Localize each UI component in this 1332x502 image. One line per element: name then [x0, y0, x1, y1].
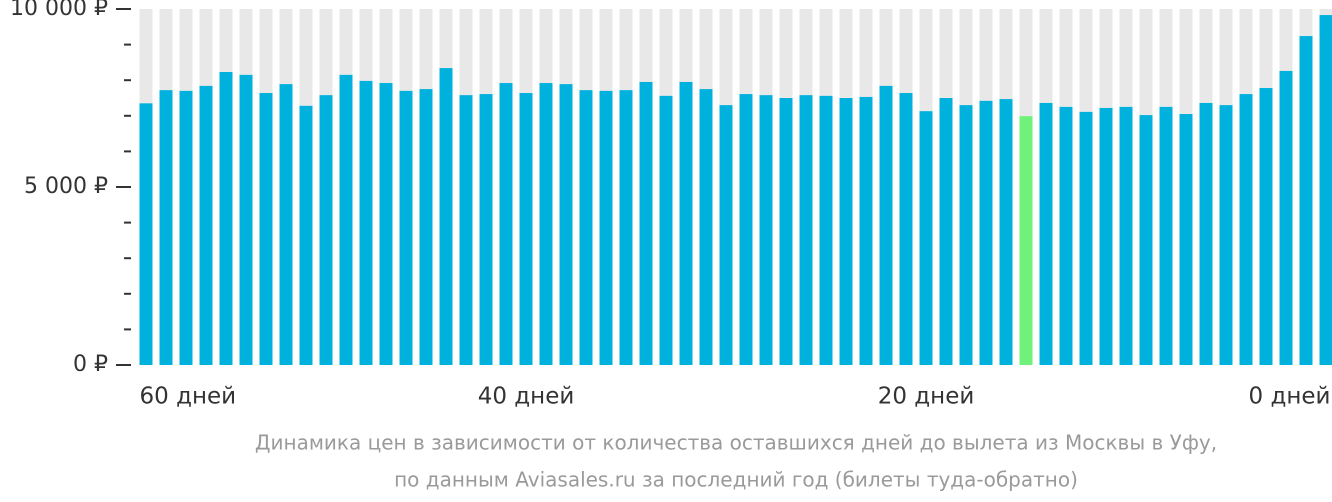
bar — [819, 95, 833, 365]
bar — [219, 72, 233, 366]
bar — [1319, 15, 1332, 365]
bar — [959, 105, 973, 366]
bar — [339, 74, 353, 366]
bar — [619, 90, 633, 365]
bar — [839, 98, 853, 365]
x-tick-label: 40 дней — [478, 384, 575, 410]
bar — [399, 90, 413, 365]
bar — [939, 98, 953, 365]
bar — [419, 89, 433, 365]
bar — [1279, 70, 1293, 365]
caption: по данным Aviasales.ru за последний год … — [394, 468, 1078, 492]
bar — [579, 90, 593, 365]
bar — [639, 81, 653, 365]
bar — [1159, 106, 1173, 366]
x-tick-label: 0 дней — [1249, 384, 1331, 410]
bar — [179, 90, 193, 365]
bar — [199, 85, 213, 366]
bar — [1099, 107, 1113, 365]
bar — [1139, 115, 1153, 365]
x-tick-label: 60 дней — [140, 384, 237, 410]
bar — [739, 94, 753, 366]
y-tick-label: 0 ₽ — [73, 352, 108, 377]
bar — [259, 93, 273, 366]
bar — [1079, 111, 1093, 365]
bar — [1259, 88, 1273, 366]
bar — [799, 95, 813, 365]
bar — [899, 93, 913, 366]
bar — [979, 100, 993, 366]
x-tick-label: 20 дней — [878, 384, 975, 410]
bar — [1119, 106, 1133, 366]
bar — [1199, 102, 1213, 365]
bar — [1299, 36, 1313, 365]
bar — [499, 83, 513, 365]
bar — [919, 111, 933, 365]
bar — [359, 80, 373, 366]
bar — [239, 74, 253, 366]
bar — [999, 99, 1013, 366]
bar — [159, 90, 173, 365]
caption: Динамика цен в зависимости от количества… — [255, 431, 1217, 455]
bar — [759, 95, 773, 365]
bar — [1059, 106, 1073, 366]
bar — [299, 105, 313, 365]
bar — [1019, 116, 1033, 365]
bar — [539, 83, 553, 365]
bar — [439, 68, 453, 365]
bar — [1219, 105, 1233, 366]
bar — [139, 103, 153, 365]
bar — [379, 83, 393, 365]
bar — [1239, 94, 1253, 366]
bar — [679, 81, 693, 365]
bar — [319, 95, 333, 365]
bar — [279, 84, 293, 365]
bar — [659, 95, 673, 365]
bar — [559, 84, 573, 365]
bar — [1179, 114, 1193, 366]
y-tick-label: 5 000 ₽ — [24, 174, 108, 199]
bar — [699, 89, 713, 365]
bar — [779, 98, 793, 365]
bar — [479, 94, 493, 366]
bar — [859, 96, 873, 365]
y-tick-label: 10 000 ₽ — [10, 0, 108, 21]
bar — [1039, 102, 1053, 365]
bar — [519, 93, 533, 366]
bar — [879, 85, 893, 366]
bar — [719, 105, 733, 366]
bar — [599, 90, 613, 365]
bar — [459, 95, 473, 365]
